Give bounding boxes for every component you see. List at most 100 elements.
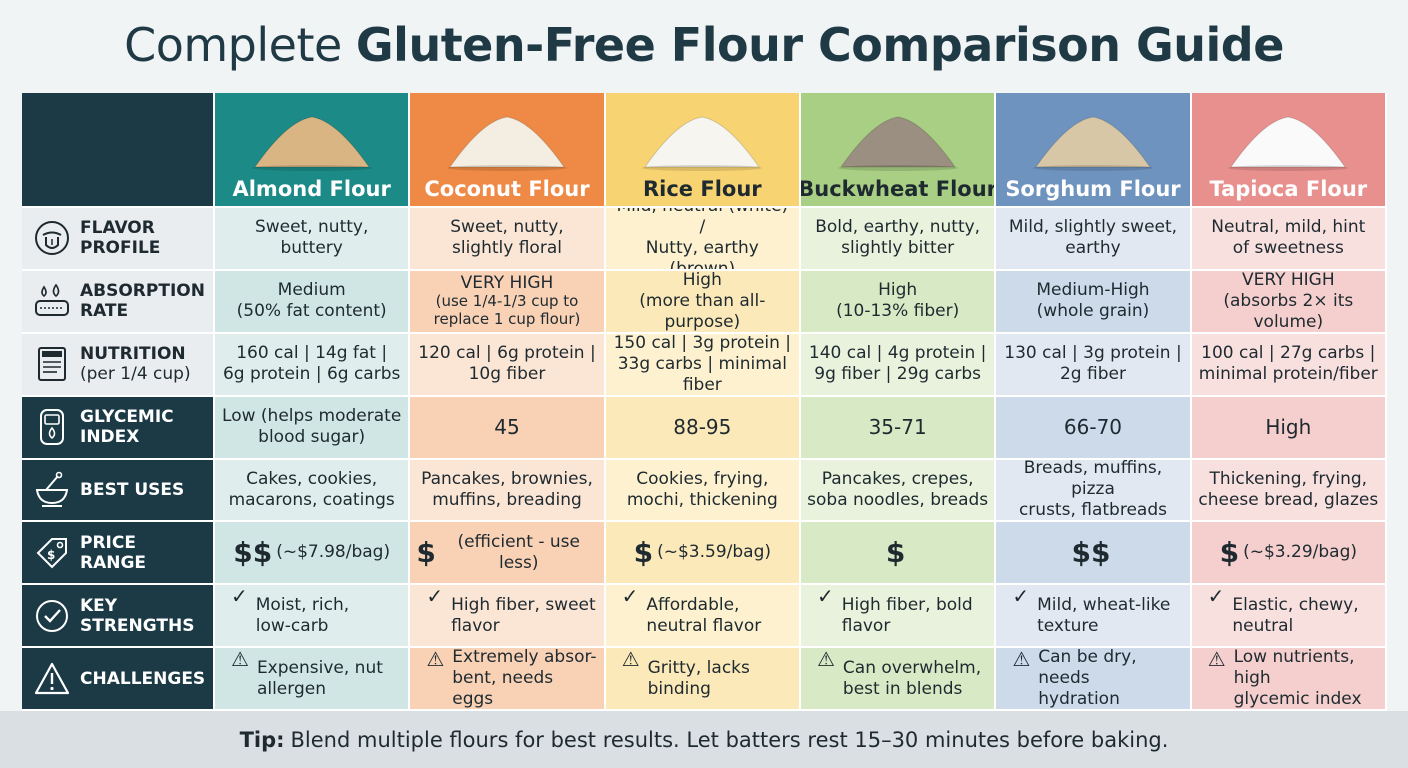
checkmark-icon: ✓ (231, 585, 248, 609)
row-label-flavor: FLAVOR PROFILE (22, 208, 215, 271)
cell-line: Breads, muffins, pizza (1023, 459, 1163, 500)
cell-line: Expensive, nut (256, 657, 383, 678)
cell-line: Gritty, lacks (647, 657, 750, 678)
cell-line: Mild, slightly sweet, (1008, 217, 1178, 238)
cell-line: Mild, wheat-like (1037, 594, 1171, 615)
cell-line: muffins, breading (432, 489, 582, 510)
water-drops-icon (32, 281, 72, 321)
tip-lead: Tip: (239, 727, 285, 752)
warning-icon: ⚠ (1012, 648, 1031, 672)
challenge-cell: ⚠ Extremely absor-bent, needs eggs (410, 648, 606, 711)
cell-line: low-carb (255, 615, 329, 636)
price-sign: $ (885, 536, 906, 570)
baking-bowl-icon (32, 470, 72, 510)
cell-text: Low nutrients, high glycemic index (1234, 648, 1379, 709)
price-cell: $ (efficient - use less) (410, 522, 606, 586)
warning-icon: ⚠ (621, 648, 640, 672)
glycemic-cell: 45 (410, 396, 606, 460)
warning-icon: ⚠ (816, 648, 835, 672)
page-title: Complete Gluten-Free Flour Comparison Gu… (0, 18, 1408, 72)
comparison-table: Almond Flour Coconut Flour Rice Flour Buckw… (22, 93, 1387, 711)
cell-line: 33g carbs | minimal fiber (617, 353, 787, 395)
cell-text: Thickening, frying, cheese bread, glazes (1198, 469, 1378, 511)
glycemic-cell: High (1191, 396, 1387, 460)
cell-text: 45 (494, 416, 519, 438)
row-label-text: FLAVOR PROFILE (80, 218, 207, 258)
title-regular: Complete (124, 18, 342, 72)
cell-line: Neutral, mild, hint (1211, 217, 1366, 238)
row-label-text: ABSORPTION RATE (80, 281, 207, 321)
nutrition-label-icon (32, 344, 72, 384)
cell-line: 9g fiber | 29g carbs (814, 364, 982, 385)
flavor-cell: Bold, earthy, nutty, slightly bitter (800, 208, 997, 271)
absorption-cell: High (more than all-purpose) (605, 270, 801, 334)
cell-text: Bold, earthy, nutty, slightly bitter (815, 217, 980, 259)
tip-text: Blend multiple flours for best results. … (290, 727, 1169, 752)
cell-line: Medium-High (1036, 280, 1150, 301)
flour-name: Almond Flour (232, 177, 391, 201)
cell-text: Can overwhelm, best in blends (843, 658, 981, 700)
absorption-cell: Medium (50% fat content) (215, 270, 411, 334)
flour-name: Tapioca Flour (1209, 177, 1368, 201)
corner-cell (22, 93, 215, 208)
uses-cell: Pancakes, brownies, muffins, breading (410, 459, 606, 523)
glycemic-cell: Low (helps moderate blood sugar) (215, 396, 411, 460)
cell-text: 88-95 (673, 414, 732, 439)
cell-line: best in blends (842, 678, 963, 699)
cell-text: Sweet, nutty, buttery (255, 217, 368, 259)
column-header: Tapioca Flour (1191, 93, 1387, 208)
cell-line: Low (helps moderate (222, 406, 402, 427)
flour-pile-icon (1228, 116, 1349, 171)
cell-text: Moist, rich, low-carb (256, 595, 349, 637)
cell-line: Thickening, frying, (1209, 468, 1368, 489)
absorption-cell: Medium-High (whole grain) (996, 270, 1192, 334)
flour-pile-icon (251, 116, 372, 171)
nutrition-cell: 100 cal | 27g carbs | minimal protein/fib… (1191, 333, 1387, 397)
cell-line: Elastic, chewy, (1232, 594, 1359, 615)
nutrition-cell: 150 cal | 3g protein | 33g carbs | minima… (605, 333, 801, 397)
nutrition-cell: 160 cal | 14g fat | 6g protein | 6g carbs (215, 333, 411, 397)
cell-line: blood sugar) (258, 427, 366, 448)
cell-line: VERY HIGH (1241, 270, 1335, 290)
flavor-cell: Sweet, nutty, slightly floral (410, 208, 606, 271)
glycemic-cell: 35-71 (800, 396, 997, 460)
cell-text: High fiber, bold flavor (842, 595, 973, 637)
column-header: Sorghum Flour (996, 93, 1192, 208)
row-label-price: $ PRICE RANGE (22, 522, 215, 586)
nutrition-cell: 120 cal | 6g protein | 10g fiber (410, 333, 606, 397)
svg-text:$: $ (47, 548, 55, 562)
flour-name: Sorghum Flour (1005, 177, 1181, 201)
cell-line: 150 cal | 3g protein | (613, 333, 792, 353)
cell-text: Medium (50% fat content) (237, 280, 387, 322)
cell-line: flavor (451, 615, 500, 636)
cell-text: Pancakes, brownies, muffins, breading (421, 469, 593, 511)
cell-line: Medium (277, 280, 346, 301)
warning-icon: ⚠ (231, 648, 249, 672)
price-note: (~$3.59/bag) (657, 542, 772, 563)
cell-text: Can be dry, needs hydration (1038, 648, 1183, 710)
cell-line: Pancakes, crepes, (821, 468, 974, 489)
checkmark-circle-icon (32, 596, 72, 636)
row-label-sub: (per 1/4 cup) (80, 364, 191, 385)
column-header: Rice Flour (605, 93, 801, 208)
cell-line: Mild, neutral (white) / (616, 208, 788, 238)
cell-line: 35-71 (868, 414, 927, 439)
price-sign: $$ (1071, 536, 1111, 570)
warning-triangle-icon (32, 659, 72, 699)
cell-line: 120 cal | 6g protein | (418, 343, 596, 364)
flour-pile-icon (1032, 116, 1153, 171)
row-label-title: FLAVOR PROFILE (80, 218, 161, 259)
row-label-title: KEY STRENGTHS (80, 595, 195, 636)
cell-line: hydration (1038, 689, 1120, 710)
glucose-meter-icon (32, 407, 72, 447)
cell-line: allergen (256, 678, 326, 699)
cell-line: (10-13% fiber) (836, 301, 960, 322)
cell-line: High fiber, sweet (451, 594, 596, 615)
cell-line: High (1265, 414, 1312, 439)
nutrition-cell: 130 cal | 3g protein | 2g fiber (996, 333, 1192, 397)
row-label-title: CHALLENGES (80, 668, 206, 689)
cell-line: of sweetness (1232, 238, 1344, 259)
challenge-cell: ⚠ Expensive, nut allergen (215, 648, 411, 711)
cell-line: VERY HIGH (460, 273, 554, 294)
cell-line: 88-95 (673, 414, 732, 439)
